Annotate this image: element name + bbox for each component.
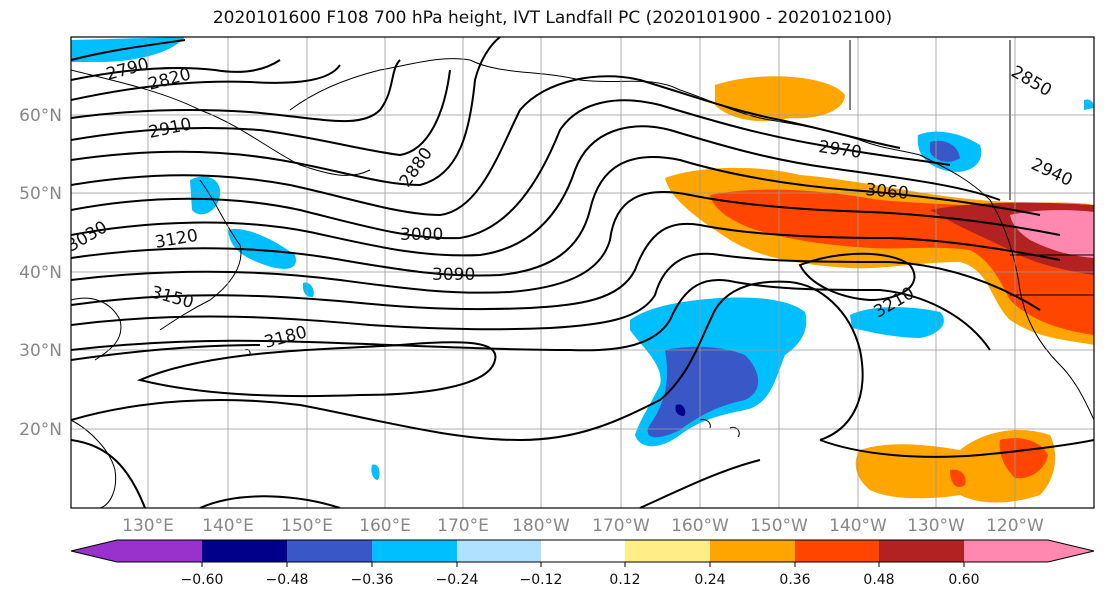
colorbar-label-4: −0.12 <box>520 572 563 588</box>
colorbar-label-5: 0.12 <box>609 572 640 588</box>
lon-label-130e: 130°E <box>122 516 174 536</box>
colorbar-swatch-8 <box>795 540 879 562</box>
colorbar-swatch-4 <box>457 540 541 562</box>
lat-label-20n: 20°N <box>19 420 62 440</box>
colorbar-swatch-9 <box>879 540 964 562</box>
colorbar-label-9: 0.60 <box>948 572 979 588</box>
contour-label-3000: 3000 <box>400 225 443 245</box>
colorbar: −0.60 −0.48 −0.36 −0.24 −0.12 0.12 0.24 … <box>70 539 1095 588</box>
lon-label-160e: 160°E <box>359 516 411 536</box>
lon-label-180w: 180°W <box>512 516 570 536</box>
colorbar-label-8: 0.48 <box>863 572 894 588</box>
lon-label-160w: 160°W <box>671 516 729 536</box>
colorbar-swatch-6 <box>625 540 710 562</box>
lat-label-50n: 50°N <box>19 184 62 204</box>
ivt-positive-shading <box>665 76 1094 503</box>
contour-label-3090: 3090 <box>432 265 475 285</box>
lon-label-130w: 130°W <box>907 516 965 536</box>
colorbar-swatch-0 <box>71 540 117 562</box>
colorbar-label-2: −0.36 <box>351 572 394 588</box>
colorbar-swatch-10b <box>1048 540 1094 562</box>
colorbar-label-6: 0.24 <box>694 572 725 588</box>
colorbar-label-1: −0.48 <box>266 572 309 588</box>
colorbar-swatch-3 <box>372 540 457 562</box>
colorbar-swatch-5 <box>541 540 625 562</box>
lon-label-140e: 140°E <box>202 516 254 536</box>
colorbar-label-3: −0.24 <box>436 572 479 588</box>
map-title: 2020101600 F108 700 hPa height, IVT Land… <box>212 8 893 28</box>
colorbar-outline <box>70 539 1095 563</box>
colorbar-label-0: −0.60 <box>181 572 224 588</box>
colorbar-swatch-0b <box>117 540 202 562</box>
colorbar-swatch-7 <box>710 540 795 562</box>
lon-label-170w: 170°W <box>592 516 650 536</box>
lon-label-140w: 140°W <box>829 516 887 536</box>
colorbar-ticks <box>201 562 965 567</box>
colorbar-label-7: 0.36 <box>779 572 810 588</box>
lat-label-60n: 60°N <box>19 106 62 126</box>
longitude-labels: 130°E 140°E 150°E 160°E 170°E 180°W 170°… <box>122 516 1044 536</box>
map-border <box>70 36 1095 509</box>
lon-label-150e: 150°E <box>281 516 333 536</box>
lat-label-40n: 40°N <box>19 263 62 283</box>
lon-label-170e: 170°E <box>437 516 489 536</box>
colorbar-swatch-1 <box>202 540 287 562</box>
contour-label-3060: 3060 <box>865 180 910 204</box>
colorbar-swatch-10 <box>964 540 1048 562</box>
height-contours <box>71 37 1094 508</box>
latitude-labels: 60°N 50°N 40°N 30°N 20°N <box>19 106 62 440</box>
lat-label-30n: 30°N <box>19 341 62 361</box>
lon-label-120w: 120°W <box>986 516 1044 536</box>
graticule <box>71 37 1094 508</box>
colorbar-swatch-2 <box>287 540 372 562</box>
lon-label-150w: 150°W <box>750 516 808 536</box>
